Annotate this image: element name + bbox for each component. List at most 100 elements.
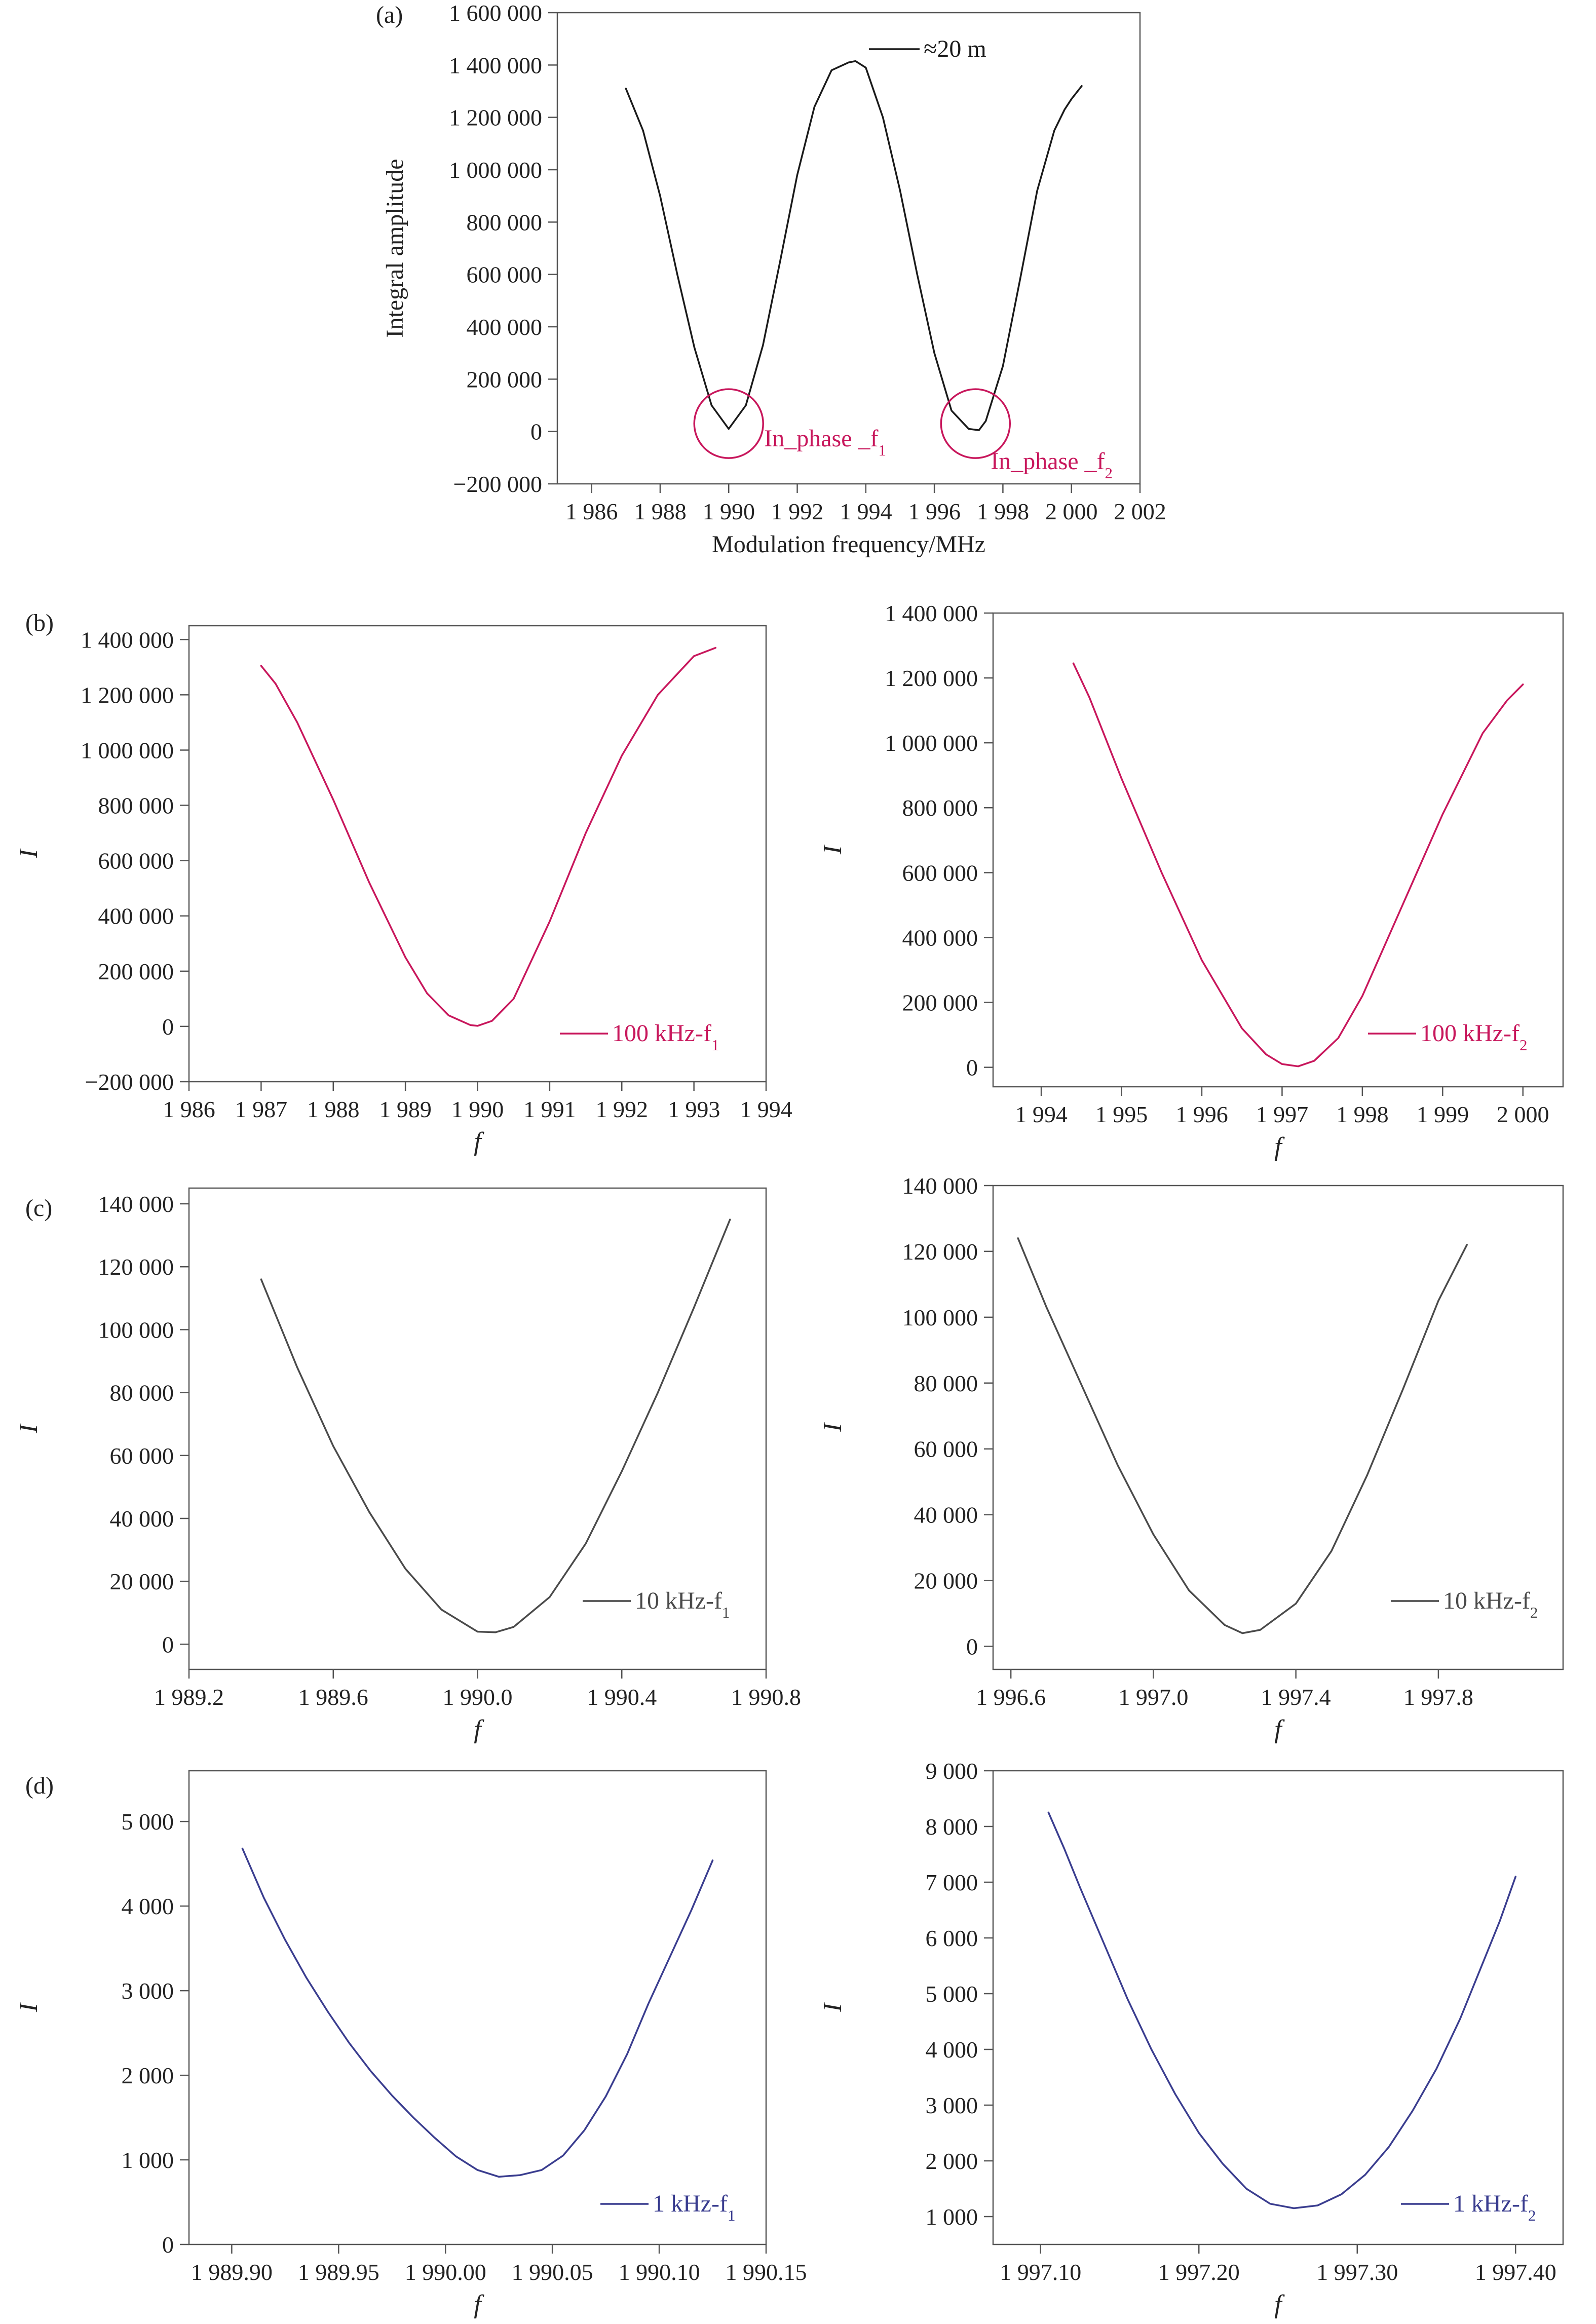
b1-x-tick-label-2: 1 988 [307, 1096, 360, 1122]
b2-y-tick-label-6: 1 200 000 [885, 665, 978, 691]
c1-series-line-0 [260, 1218, 731, 1633]
b1-x-tick-label-1: 1 987 [235, 1096, 288, 1122]
c1-y-tick-label-1: 20 000 [110, 1569, 174, 1594]
a-x-axis-label: Modulation frequency/MHz [712, 531, 985, 558]
a-plot-frame [556, 12, 1141, 485]
a-x-tick-label-6: 1 998 [977, 499, 1030, 524]
a-x-tick-label-5: 1 996 [908, 499, 961, 524]
c1-x-tick-label-4: 1 990.8 [731, 1684, 801, 1710]
a-legend-label-0: ≈20 m [924, 35, 986, 62]
d1-y-tick-label-3: 3 000 [122, 1978, 174, 2004]
a-x-tick-label-8: 2 002 [1114, 499, 1166, 524]
b1-y-axis-label: I [14, 848, 43, 859]
b2-y-tick-label-3: 600 000 [902, 860, 978, 886]
b1-y-tick-label-7: 1 200 000 [81, 682, 174, 708]
a-x-tick-label-7: 2 000 [1045, 499, 1098, 524]
a-annotation-label-1: In_phase _f2 [991, 448, 1113, 482]
b2-x-tick-label-5: 1 999 [1417, 1101, 1469, 1127]
b1-x-tick-label-3: 1 989 [379, 1096, 432, 1122]
a-y-tick-label-2: 200 000 [467, 366, 543, 392]
a-y-tick-label-9: 1 600 000 [449, 0, 542, 26]
b1-x-tick-label-8: 1 994 [740, 1096, 792, 1122]
b1-x-tick-label-5: 1 991 [523, 1096, 576, 1122]
a-annotation-circle-1 [940, 388, 1011, 459]
a-x-tick-label-3: 1 992 [771, 499, 824, 524]
c2-y-tick-label-3: 60 000 [914, 1436, 978, 1462]
a-panel-label: (a) [376, 2, 403, 28]
b1-y-tick-label-2: 200 000 [98, 959, 174, 984]
d1-x-tick-label-1: 1 989.95 [298, 2259, 379, 2285]
c1-y-tick-label-0: 0 [162, 1631, 174, 1657]
d1-y-axis-label: I [14, 2002, 43, 2012]
d1-series-line-0 [241, 1847, 714, 2178]
a-x-tick-label-1: 1 988 [634, 499, 687, 524]
chart-a: 1 986 1 988 1 990 1 992 1 994 1 996 1 998 2 000… [376, 0, 1166, 558]
d2-x-tick-label-2: 1 997.30 [1316, 2259, 1398, 2285]
b1-panel-label: (b) [25, 609, 54, 636]
b1-legend-label-0: 100 kHz-f1 [612, 1020, 719, 1054]
d1-y-tick-label-2: 2 000 [122, 2063, 174, 2088]
chart-d1: 1 989.90 1 989.95 1 990.00 1 990.05 1 990.10… [14, 1770, 807, 2319]
a-series-line-0 [625, 60, 1083, 431]
d1-x-tick-label-3: 1 990.05 [512, 2259, 593, 2285]
d1-x-tick-label-0: 1 989.90 [191, 2259, 273, 2285]
b2-x-tick-label-1: 1 995 [1095, 1101, 1148, 1127]
c2-y-tick-label-0: 0 [966, 1634, 978, 1660]
b1-y-tick-label-0: −200 000 [85, 1069, 174, 1095]
a-y-axis-label: Integral amplitude [382, 159, 408, 337]
c1-y-tick-label-5: 100 000 [98, 1317, 174, 1343]
d1-plot-frame [188, 1770, 767, 2245]
a-y-tick-label-7: 1 200 000 [449, 105, 542, 131]
a-x-tick-label-0: 1 986 [565, 499, 618, 524]
b2-y-tick-label-5: 1 000 000 [885, 730, 978, 756]
b2-series-line-0 [1072, 662, 1524, 1068]
c2-legend-label-0: 10 kHz-f2 [1443, 1587, 1538, 1621]
b2-y-tick-label-7: 1 400 000 [885, 600, 978, 626]
b2-y-tick-label-2: 400 000 [902, 925, 978, 950]
d2-x-tick-label-3: 1 997.40 [1475, 2259, 1556, 2285]
b1-y-tick-label-1: 0 [162, 1014, 174, 1040]
b2-y-tick-label-4: 800 000 [902, 795, 978, 821]
a-annotation-label-0: In_phase _f1 [764, 425, 886, 459]
b1-y-tick-label-8: 1 400 000 [81, 627, 174, 653]
c2-plot-frame [992, 1185, 1564, 1670]
c2-y-tick-label-4: 80 000 [914, 1370, 978, 1396]
b2-x-tick-label-3: 1 997 [1256, 1101, 1309, 1127]
b1-series-line-0 [260, 646, 717, 1027]
b1-y-tick-label-4: 600 000 [98, 848, 174, 874]
d2-y-tick-label-4: 5 000 [926, 1981, 978, 2007]
d1-y-tick-label-0: 0 [162, 2232, 174, 2258]
c1-panel-label: (c) [25, 1195, 52, 1222]
d2-y-tick-label-6: 7 000 [926, 1870, 978, 1895]
c2-x-tick-label-0: 1 996.6 [976, 1684, 1046, 1710]
c1-x-tick-label-1: 1 989.6 [298, 1684, 368, 1710]
c1-y-tick-label-6: 120 000 [98, 1254, 174, 1280]
d2-legend-label-0: 1 kHz-f2 [1453, 2190, 1536, 2224]
d2-y-tick-label-2: 3 000 [926, 2092, 978, 2118]
b2-plot-frame [992, 612, 1564, 1088]
b2-y-axis-label: I [818, 844, 847, 855]
a-x-tick-label-2: 1 990 [702, 499, 755, 524]
c2-x-tick-label-3: 1 997.8 [1403, 1684, 1473, 1710]
c1-y-tick-label-4: 80 000 [110, 1380, 174, 1406]
b1-y-tick-label-5: 800 000 [98, 793, 174, 819]
d2-y-tick-label-0: 1 000 [926, 2204, 978, 2230]
c1-y-axis-label: I [14, 1423, 43, 1434]
c2-series-line-0 [1017, 1237, 1468, 1634]
d1-legend-label-0: 1 kHz-f1 [653, 2190, 735, 2224]
d1-y-tick-label-5: 5 000 [122, 1809, 174, 1835]
b2-y-tick-label-1: 200 000 [902, 989, 978, 1015]
d1-y-tick-label-4: 4 000 [122, 1893, 174, 1919]
d2-y-axis-label: I [818, 2002, 847, 2012]
a-y-tick-label-5: 800 000 [467, 209, 543, 235]
d2-x-tick-label-1: 1 997.20 [1158, 2259, 1240, 2285]
b2-x-tick-label-0: 1 994 [1015, 1101, 1068, 1127]
d2-y-tick-label-1: 2 000 [926, 2148, 978, 2174]
c1-legend-label-0: 10 kHz-f1 [635, 1587, 730, 1621]
c1-x-tick-label-2: 1 990.0 [443, 1684, 513, 1710]
c2-x-tick-label-1: 1 997.0 [1118, 1684, 1188, 1710]
c2-x-tick-label-2: 1 997.4 [1261, 1684, 1331, 1710]
c1-x-tick-label-3: 1 990.4 [587, 1684, 657, 1710]
a-y-tick-label-1: 0 [530, 419, 542, 445]
